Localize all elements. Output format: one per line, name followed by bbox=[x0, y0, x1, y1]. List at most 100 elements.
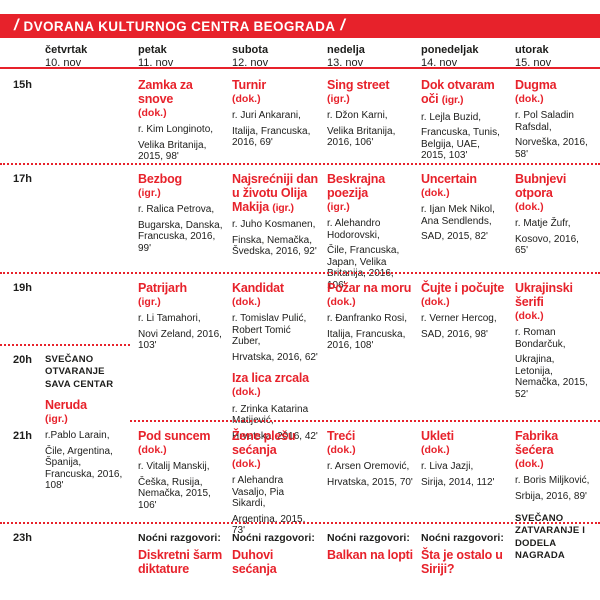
film-entry: Neruda (igr.) r.Pablo Larain, Čile, Arge… bbox=[45, 398, 130, 492]
schedule-cell: Zamka za snove (dok.) r. Kim Longinoto, … bbox=[138, 70, 232, 164]
header-banner: / DVORANA KULTURNOG CENTRA BEOGRADA / bbox=[0, 14, 600, 38]
day-header-monday: ponedeljak 14. nov bbox=[421, 44, 515, 69]
time-label-20h: 20h bbox=[13, 354, 32, 366]
film-type: (dok.) bbox=[232, 457, 261, 470]
film-title: Patrijarh bbox=[138, 281, 187, 295]
film-director: r Alehandra Vasaljo, Pia Sikardi, bbox=[232, 475, 285, 510]
film-director: r. Džon Karni, bbox=[327, 110, 388, 122]
film-director: r. Tomislav Pulić, Robert Tomić Zuber, bbox=[232, 313, 307, 348]
film-type: (igr.) bbox=[272, 201, 294, 214]
day-name: utorak bbox=[515, 44, 549, 56]
slash-icon: / bbox=[340, 17, 345, 34]
film-info: Velika Britanija, 2016, 106' bbox=[327, 125, 396, 149]
film-title: Bubnjevi otpora bbox=[515, 172, 567, 200]
film-director: r. Alehandro Hodorovski, bbox=[327, 218, 381, 241]
film-title: Najsrećniji dan u životu Olija Makija (i… bbox=[232, 172, 319, 214]
film-title: Ukrajinski šerifi bbox=[515, 281, 573, 309]
film-director: r. Ralica Petrova, bbox=[138, 204, 215, 216]
film-type: (igr.) bbox=[327, 92, 350, 105]
schedule-cell: Ukleti (dok.) r. Liva Jazji, Sirija, 201… bbox=[421, 421, 515, 523]
film-type: (dok.) bbox=[138, 443, 167, 456]
separator-line bbox=[0, 344, 130, 346]
schedule-cell: Dok otvaram oči (igr.) r. Lejla Buzid, F… bbox=[421, 70, 515, 164]
film-director: r.Pablo Larain, bbox=[45, 430, 110, 442]
film-type: (igr.) bbox=[138, 186, 161, 199]
header-rule bbox=[0, 67, 600, 69]
film-entry: Najsrećniji dan u životu Olija Makija (i… bbox=[232, 172, 319, 258]
film-type: (dok.) bbox=[515, 457, 544, 470]
schedule-cell: Žene plešu sećanja (dok.) r Alehandra Va… bbox=[232, 421, 327, 536]
separator-line bbox=[0, 522, 600, 524]
film-info: Češka, Rusija, Nemačka, 2015, 106' bbox=[138, 476, 211, 511]
film-title: Kandidat bbox=[232, 281, 284, 295]
film-director: r. Verner Hercog, bbox=[421, 313, 497, 325]
schedule-cell: Fabrika šećera (dok.) r. Boris Miljković… bbox=[515, 421, 600, 561]
schedule-cell: Ukrajinski šerifi (dok.) r. Roman Bondar… bbox=[515, 273, 600, 399]
film-type: (dok.) bbox=[327, 443, 356, 456]
film-director: r. Arsen Oremović, bbox=[327, 461, 410, 473]
day-name: petak bbox=[138, 44, 167, 56]
film-info: Argentina, 2015, 73' bbox=[232, 513, 306, 537]
film-director: r. Liva Jazji, bbox=[421, 461, 474, 473]
night-talks-title: Diskretni šarm diktature bbox=[138, 547, 223, 576]
schedule-cell: Noćni razgovori: Duhovi sećanja bbox=[232, 523, 327, 600]
film-entry: Treći (dok.) r. Arsen Oremović, Hrvatska… bbox=[327, 429, 413, 488]
schedule-cell: Dugma (dok.) r. Pol Saladin Rafsdal, Nor… bbox=[515, 70, 600, 164]
schedule-cell: Noćni razgovori: Šta je ostalo u Siriji? bbox=[421, 523, 515, 600]
film-entry: Pod suncem (dok.) r. Vitalij Manskij, Če… bbox=[138, 429, 224, 511]
film-entry: Uncertain (dok.) r. Ijan Mek Nikol, Ana … bbox=[421, 172, 507, 243]
film-title: Fabrika šećera bbox=[515, 429, 559, 457]
day-date: 12. nov bbox=[232, 57, 269, 69]
film-info: SAD, 2016, 98' bbox=[421, 328, 488, 340]
film-type: (dok.) bbox=[421, 443, 450, 456]
time-label-15h: 15h bbox=[13, 79, 32, 91]
day-date: 15. nov bbox=[515, 57, 552, 69]
film-title: Neruda bbox=[45, 398, 87, 413]
film-title: Iza lica zrcala bbox=[232, 371, 309, 386]
night-talks-label: Noćni razgovori: bbox=[421, 532, 504, 544]
film-entry: Požar na moru (dok.) r. Đanfranko Rosi, … bbox=[327, 281, 413, 352]
schedule-cell: Kandidat (dok.) r. Tomislav Pulić, Rober… bbox=[232, 273, 327, 441]
film-director: r. Lejla Buzid, bbox=[421, 111, 482, 123]
schedule-cell: Bezbog (igr.) r. Ralica Petrova, Bugarsk… bbox=[138, 164, 232, 273]
film-info: Sirija, 2014, 112' bbox=[421, 476, 495, 488]
film-info: Hrvatska, 2016, 42' bbox=[232, 430, 318, 442]
film-info: Čile, Argentina, Španija, Francuska, 201… bbox=[45, 445, 123, 492]
film-info: Norveška, 2016, 58' bbox=[515, 137, 588, 160]
film-director: r. Roman Bondarčuk, bbox=[515, 327, 566, 350]
film-info: Ukrajina, Letonija, Nemačka, 2015, 52' bbox=[515, 354, 588, 400]
film-type: (dok.) bbox=[138, 106, 167, 119]
schedule-cell: Sing street (igr.) r. Džon Karni, Velika… bbox=[327, 70, 421, 164]
time-label-23h: 23h bbox=[13, 532, 32, 544]
film-director: r. Ijan Mek Nikol, Ana Sendlends, bbox=[421, 204, 495, 227]
film-director: r. Kim Longinoto, bbox=[138, 124, 214, 136]
schedule-cell: Čujte i počujte (dok.) r. Verner Hercog,… bbox=[421, 273, 515, 345]
film-title: Čujte i počujte bbox=[421, 281, 505, 295]
film-info: Srbija, 2016, 89' bbox=[515, 490, 587, 502]
film-type: (dok.) bbox=[327, 295, 356, 308]
film-entry: Kandidat (dok.) r. Tomislav Pulić, Rober… bbox=[232, 281, 319, 363]
schedule-cell: Patrijarh (igr.) r. Li Tamahori, Novi Ze… bbox=[138, 273, 232, 351]
closing-ceremony-note: SVEČANO ZATVARANJE I DODELA NAGRADA bbox=[515, 513, 586, 562]
film-title: Zamka za snove bbox=[138, 78, 193, 106]
film-entry: Sing street (igr.) r. Džon Karni, Velika… bbox=[327, 78, 413, 149]
film-entry: Bezbog (igr.) r. Ralica Petrova, Bugarsk… bbox=[138, 172, 224, 254]
film-entry: Dok otvaram oči (igr.) r. Lejla Buzid, F… bbox=[421, 78, 507, 162]
day-name: ponedeljak bbox=[421, 44, 479, 56]
film-type: (dok.) bbox=[232, 92, 261, 105]
day-header-tuesday: utorak 15. nov bbox=[515, 44, 600, 69]
film-title: Ukleti bbox=[421, 429, 454, 443]
schedule-grid: 15h Zamka za snove (dok.) r. Kim Longino… bbox=[0, 70, 600, 600]
film-title: Treći bbox=[327, 429, 356, 443]
film-info: Hrvatska, 2016, 62' bbox=[232, 351, 318, 363]
day-date: 10. nov bbox=[45, 57, 82, 69]
time-label-17h: 17h bbox=[13, 173, 32, 185]
schedule-cell: Najsrećniji dan u životu Olija Makija (i… bbox=[232, 164, 327, 273]
film-entry: Zamka za snove (dok.) r. Kim Longinoto, … bbox=[138, 78, 224, 163]
film-director: r. Matje Žufr, bbox=[515, 218, 571, 230]
film-title: Žene plešu sećanja bbox=[232, 429, 296, 457]
separator-line bbox=[0, 272, 600, 274]
film-info: Kosovo, 2016, 65' bbox=[515, 233, 579, 257]
day-header-friday: petak 11. nov bbox=[138, 44, 232, 69]
film-type: (dok.) bbox=[421, 295, 450, 308]
